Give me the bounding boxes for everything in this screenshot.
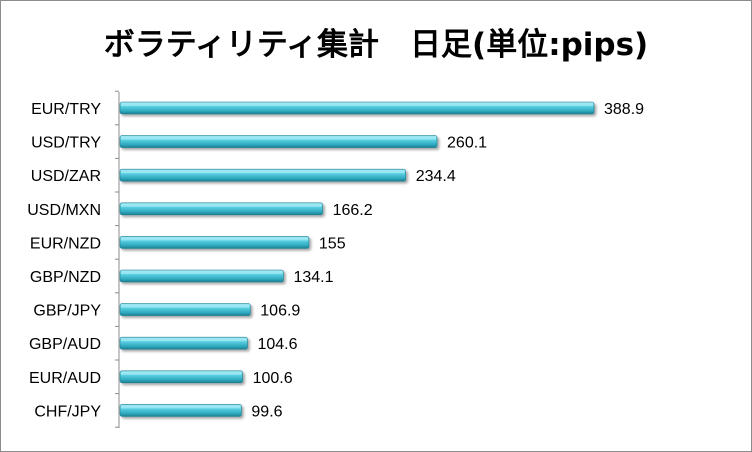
bar-highlight [121, 271, 283, 274]
bar-highlight [121, 371, 242, 375]
data-label: 166.2 [333, 202, 373, 219]
bar-highlight [121, 170, 405, 174]
category-label: GBP/JPY [33, 303, 101, 320]
category-label: USD/ZAR [31, 168, 101, 185]
bar-highlight [121, 304, 250, 308]
data-label: 99.6 [251, 403, 282, 420]
bar-highlight [121, 103, 593, 106]
category-label: GBP/AUD [29, 336, 101, 353]
data-label: 260.1 [447, 135, 487, 152]
bar-highlight [121, 338, 247, 342]
category-label: CHF/JPY [34, 403, 101, 420]
category-label: USD/MXN [27, 202, 101, 219]
chart-title: ボラティリティ集計 日足(単位:pips) [103, 27, 649, 63]
bar-highlight [121, 136, 437, 140]
data-label: 155 [319, 235, 346, 252]
data-label: 388.9 [604, 101, 644, 118]
category-label: EUR/AUD [29, 370, 101, 387]
category-label: GBP/NZD [30, 269, 101, 286]
category-label: USD/TRY [31, 135, 101, 152]
category-label: EUR/TRY [31, 101, 101, 118]
data-label: 134.1 [293, 269, 333, 286]
data-label: 104.6 [257, 336, 297, 353]
data-label: 100.6 [253, 370, 293, 387]
bar-highlight [121, 405, 241, 409]
category-label: EUR/NZD [30, 235, 101, 252]
bar-highlight [121, 237, 308, 241]
bar-highlight [121, 203, 322, 207]
data-label: 106.9 [260, 303, 300, 320]
data-label: 234.4 [416, 168, 456, 185]
